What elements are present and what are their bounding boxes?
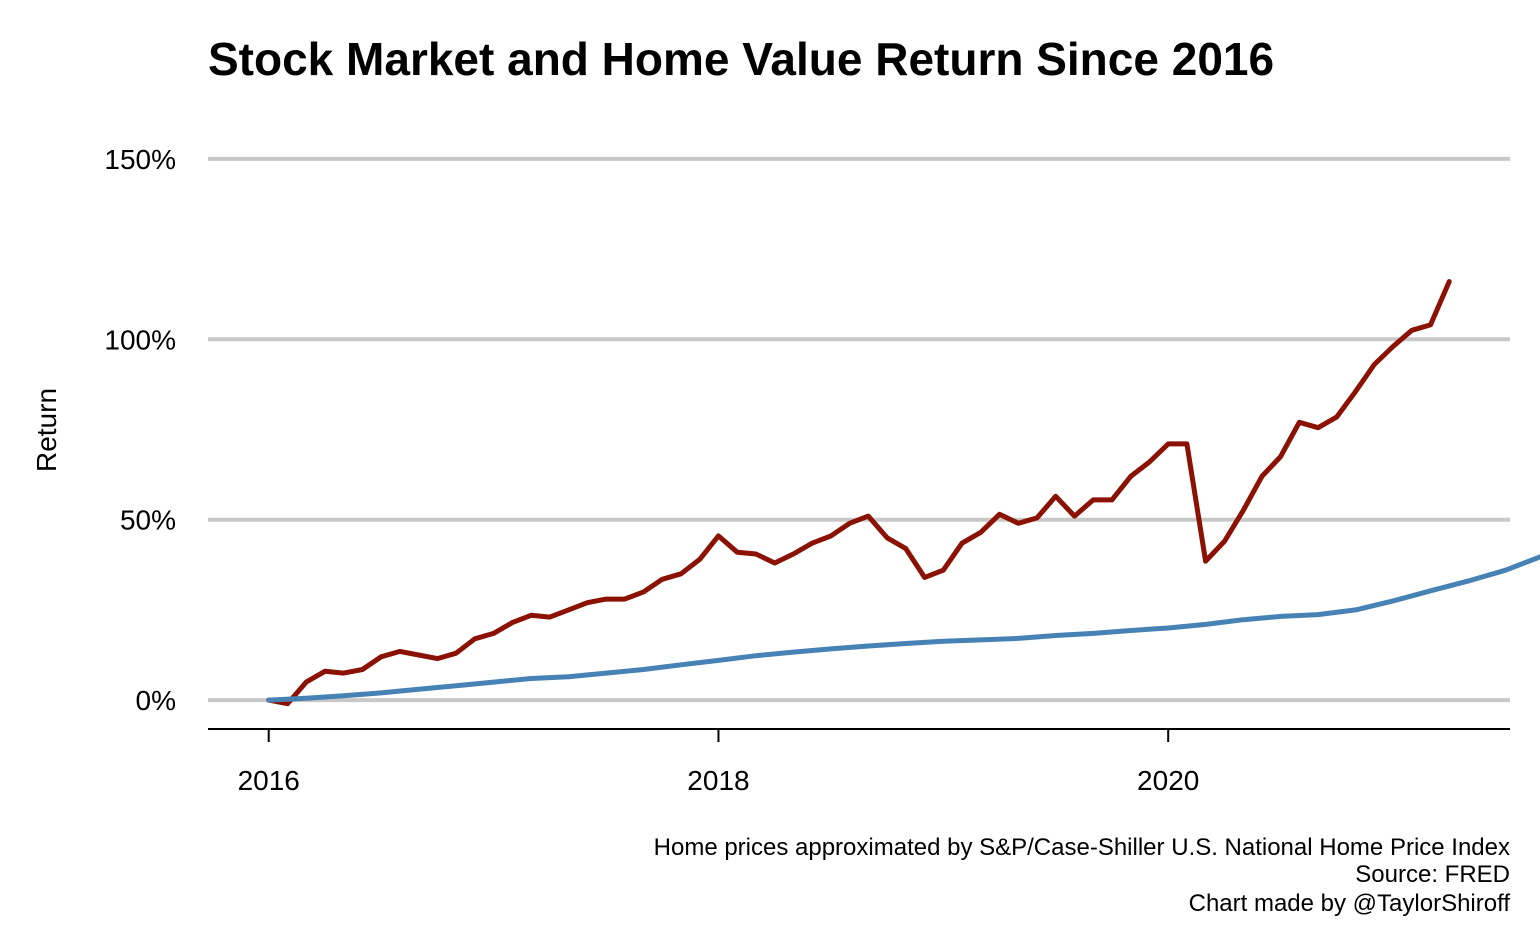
caption-note: Home prices approximated by S&P/Case-Shi… — [654, 834, 1510, 861]
y-tick-label: 50% — [120, 505, 176, 536]
caption-source: Source: FRED — [1355, 861, 1510, 888]
series-lines — [266, 279, 1540, 707]
x-tick-label: 2018 — [687, 765, 749, 796]
x-tick-label: 2016 — [238, 765, 300, 796]
x-tick-label: 2020 — [1137, 765, 1199, 796]
y-tick-label: 0% — [136, 685, 176, 716]
caption-credit: Chart made by @TaylorShiroff — [1189, 890, 1511, 917]
y-tick-labels: 0% 50% 100% 150% — [104, 144, 176, 716]
y-axis-label: Return — [31, 388, 62, 472]
grid-lines — [208, 156, 1510, 703]
y-tick-label: 150% — [104, 144, 176, 175]
series-line-home-value — [266, 554, 1540, 703]
y-tick-label: 100% — [104, 324, 176, 355]
x-axis-ticks: 2016 2018 2020 — [238, 729, 1199, 796]
chart-title: Stock Market and Home Value Return Since… — [208, 33, 1274, 85]
series-line-stock-market — [266, 279, 1452, 707]
